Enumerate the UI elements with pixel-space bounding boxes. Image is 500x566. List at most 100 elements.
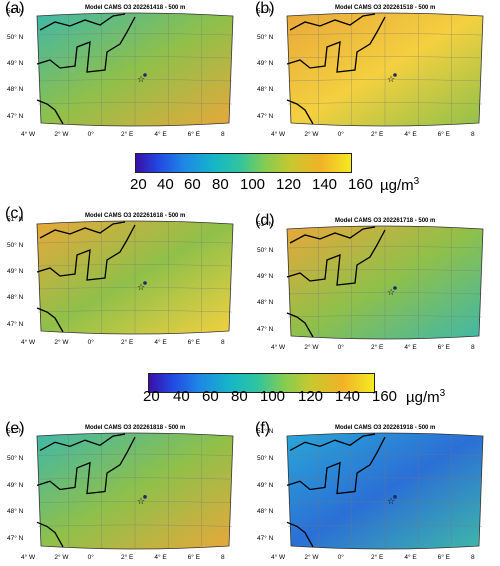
lon-label: 4° W (271, 131, 286, 138)
lon-label: 8 (221, 554, 225, 561)
lat-label: 47° N (257, 535, 274, 543)
coastline (39, 13, 126, 31)
lon-label: 4° E (154, 339, 167, 346)
lon-label: 4° E (154, 131, 167, 138)
lat-label: 47° N (7, 112, 24, 120)
colorbar-tick: 80 (231, 388, 248, 405)
lon-label: 2° W (304, 554, 319, 561)
lon-label: 6° E (437, 131, 451, 138)
panel-letter: (c) (5, 205, 24, 222)
lon-label: 0° (87, 339, 94, 346)
lat-label: 48° N (7, 294, 24, 302)
lat-label: 49° N (7, 268, 24, 276)
panel-letter: (d) (255, 212, 275, 229)
lon-label: 2° W (304, 131, 319, 138)
panel-title: Model CAMS O3 202261418 - 500 m (85, 5, 186, 11)
lon-label: 2° W (54, 554, 69, 561)
lon-label: 2° E (371, 131, 384, 138)
site-dot-icon (393, 495, 397, 499)
lat-label: 51° N (7, 428, 24, 435)
lat-label: 51° N (7, 8, 24, 15)
star-marker-icon: ☆ (137, 497, 145, 507)
lon-label: 2° E (121, 339, 134, 346)
lat-label: 48° N (257, 508, 274, 516)
lon-label: 4° W (21, 131, 36, 138)
lon-label: 6° E (187, 131, 201, 138)
star-marker-icon: ☆ (137, 75, 145, 85)
lat-label: 50° N (257, 34, 274, 42)
coastline (289, 433, 376, 452)
lon-label: 0° (337, 131, 344, 138)
ozone-map: ☆ (36, 12, 234, 127)
star-marker-icon: ☆ (137, 283, 145, 293)
lon-label: 4° W (21, 554, 36, 561)
colorbar-gradient (148, 373, 375, 393)
lat-label: 47° N (257, 325, 274, 333)
colorbar-unit: µg/m3 (406, 388, 446, 406)
lat-label: 49° N (257, 60, 274, 68)
lat-label: 48° N (257, 86, 274, 94)
lon-label: 0° (337, 554, 344, 561)
coastline (39, 221, 126, 239)
coastline (289, 226, 376, 244)
panel-letter: (f) (255, 420, 271, 437)
panel-title: Model CAMS O3 202261518 - 500 m (335, 5, 436, 11)
lon-label: 4° W (271, 554, 286, 561)
lat-label: 48° N (7, 508, 24, 516)
lon-label: 0° (87, 131, 94, 138)
colorbar-tick: 60 (202, 388, 219, 405)
colorbar-tick: 20 (130, 176, 147, 193)
lon-label: 2° W (54, 131, 69, 138)
panel-title: Model CAMS O3 202261818 - 500 m (85, 425, 186, 431)
lat-label: 50° N (7, 34, 24, 42)
ozone-map: ☆ (286, 12, 484, 127)
ozone-map: ☆ (286, 225, 484, 340)
star-marker-icon: ☆ (387, 497, 395, 507)
lon-label: 0° (337, 344, 344, 351)
lat-label: 49° N (257, 481, 274, 489)
lat-label: 47° N (7, 535, 24, 543)
lon-label: 8 (471, 554, 475, 561)
site-dot-icon (143, 73, 147, 77)
lat-label: 51° N (7, 216, 24, 223)
lon-label: 6° E (437, 344, 451, 351)
site-dot-icon (143, 495, 147, 499)
panel-letter: (a) (5, 0, 25, 17)
lon-label: 8 (471, 344, 475, 351)
lon-label: 2° W (304, 344, 319, 351)
lat-label: 49° N (257, 273, 274, 281)
colorbar-tick: 160 (372, 388, 398, 405)
site-dot-icon (393, 73, 397, 77)
coastline (289, 13, 376, 31)
colorbar-tick: 120 (276, 176, 302, 193)
lon-label: 2° E (121, 554, 134, 561)
lon-label: 4° E (404, 554, 417, 561)
lon-label: 6° E (187, 554, 201, 561)
lat-label: 51° N (257, 8, 274, 15)
lat-label: 51° N (257, 428, 274, 435)
colorbar-tick: 40 (173, 388, 190, 405)
lon-label: 2° E (371, 344, 384, 351)
lat-label: 48° N (257, 299, 274, 307)
coastline (286, 312, 314, 338)
lon-label: 4° W (271, 344, 286, 351)
coastline (286, 521, 314, 548)
site-dot-icon (393, 286, 397, 290)
star-marker-icon: ☆ (387, 288, 395, 298)
colorbar-tick: 80 (212, 176, 229, 193)
colorbar-tick: 140 (335, 388, 361, 405)
colorbar-gradient (135, 153, 352, 173)
lon-label: 8 (221, 339, 225, 346)
colorbar-tick: 100 (240, 176, 266, 193)
coastline (286, 436, 386, 495)
lon-label: 4° E (404, 131, 417, 138)
coastline (36, 521, 64, 548)
lat-label: 47° N (7, 320, 24, 328)
colorbar-tick: 100 (260, 388, 286, 405)
colorbar-tick: 60 (184, 176, 201, 193)
coastline (36, 16, 136, 73)
coastline (36, 436, 136, 495)
colorbar-unit: µg/m3 (380, 176, 420, 194)
lon-label: 2° E (121, 131, 134, 138)
lon-label: 8 (471, 131, 475, 138)
